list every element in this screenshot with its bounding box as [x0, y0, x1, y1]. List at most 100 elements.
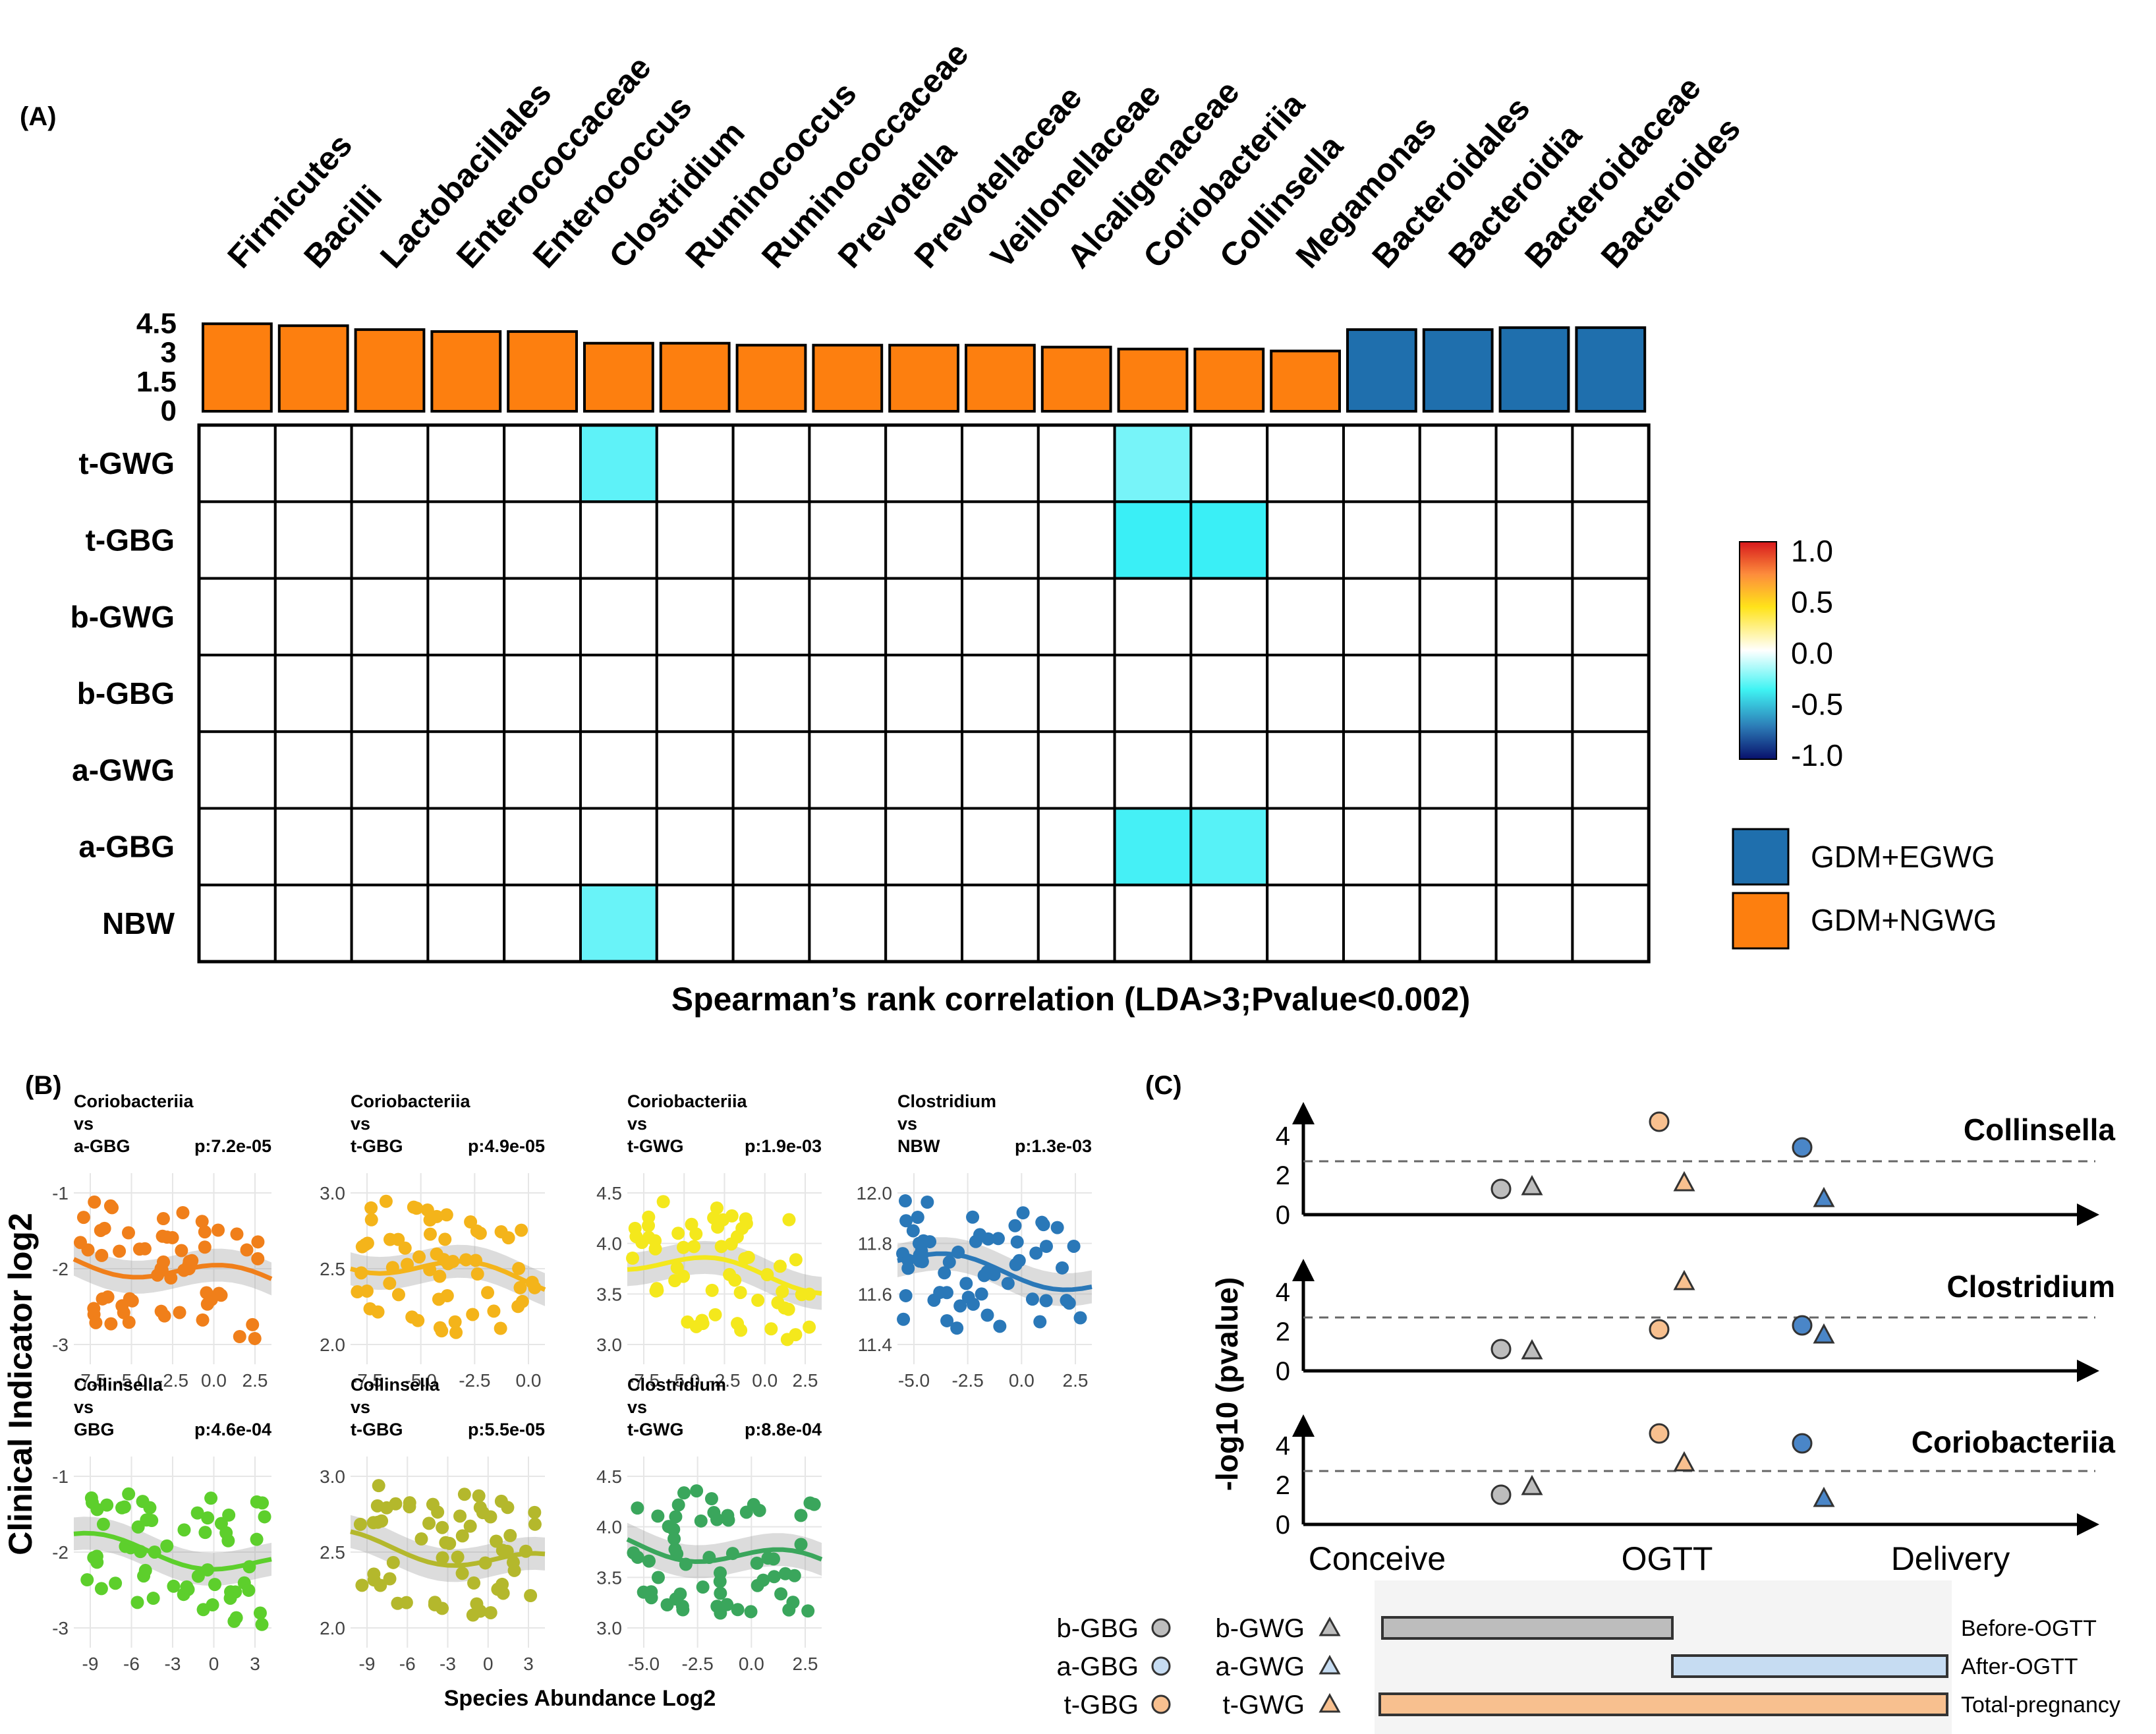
scatter-point: [476, 1506, 490, 1520]
scatter-point: [360, 1284, 374, 1298]
heatmap-cell-b-GWG-prevotellaceae: [884, 577, 963, 656]
heatmap-cell-b-GBG-clostridium: [579, 653, 658, 734]
scatter-y-tick: 3.5: [596, 1284, 622, 1304]
heatmap-cell-t-GBG-clostridium: [579, 500, 658, 580]
scatter-point: [977, 1269, 991, 1283]
scatter-point: [398, 1241, 412, 1255]
heatmap-cell-a-GWG-enterococcus: [503, 730, 582, 810]
scatter-point: [367, 1573, 381, 1587]
heatmap-cell-t-GBG-ruminococcus: [655, 500, 735, 580]
lda-bar-ruminococcaceae: [735, 343, 807, 413]
timeline-y-tick: 0: [1276, 1511, 1290, 1540]
scatter-point: [524, 1588, 538, 1602]
scatter-title-taxon: Coriobacteriia: [627, 1091, 748, 1111]
scatter-x-tick: -9: [82, 1654, 99, 1674]
heatmap-cell-a-GWG-prevotellaceae: [884, 730, 963, 810]
scatter-point: [222, 1508, 236, 1522]
heatmap-cell-b-GWG-coriobacteriia: [1113, 577, 1193, 656]
scatter-point: [76, 1211, 90, 1225]
scatter-y-tick: -3: [52, 1618, 69, 1638]
heatmap-cell-a-GBG-bacteroidales: [1342, 807, 1421, 886]
point-b-GBG: [1490, 1339, 1512, 1360]
scatter-point: [648, 1234, 662, 1248]
scatter-point: [372, 1479, 385, 1493]
scatter-point: [201, 1511, 215, 1525]
scatter-point: [696, 1580, 710, 1594]
heatmap-cell-t-GBG-collinsella: [1189, 500, 1269, 580]
heatmap-cell-t-GBG-enterococcaceae: [426, 500, 506, 580]
timeline-title: Coriobacteriia: [1912, 1425, 2116, 1459]
scatter-title-taxon: Collinsella: [74, 1375, 163, 1395]
legend-circle-label: b-GBG: [1057, 1614, 1139, 1643]
scatter-pvalue: p:1.9e-03: [745, 1136, 822, 1156]
heatmap-cell-NBW-coriobacteriia: [1113, 883, 1193, 964]
lda-bar-bacteroidia: [1422, 328, 1494, 413]
scatter-y-tick: 2.0: [320, 1335, 345, 1355]
period-label-total-pregnancy: Total-pregnancy: [1961, 1692, 2120, 1718]
heatmap-cell-a-GWG-collinsella: [1189, 730, 1269, 810]
group-legend: GDM+EGWG GDM+NGWG: [1732, 828, 1997, 950]
scatter-point: [122, 1487, 136, 1501]
scatter-point: [642, 1554, 656, 1568]
colorbar-tick-4: -1.0: [1791, 738, 1843, 772]
point-a-GWG: [1813, 1486, 1835, 1507]
panel-b-ylabel: Clinical Indicator log2: [2, 1213, 39, 1555]
scatter-point: [677, 1486, 691, 1500]
scatter-title-vs: vs: [74, 1397, 94, 1417]
scatter-x-tick: 2.5: [242, 1370, 268, 1391]
scatter-x-tick: 0.0: [752, 1370, 778, 1391]
scatter-point: [940, 1314, 954, 1327]
heatmap-cell-a-GWG-bacilli: [273, 730, 353, 810]
scatter-point: [383, 1232, 397, 1246]
point-a-GWG: [1813, 1186, 1835, 1207]
scatter-point: [255, 1617, 269, 1631]
heatmap-cell-t-GBG-lactobacillales: [350, 500, 430, 580]
heatmap-cell-b-GWG-bacteroidia: [1418, 577, 1498, 656]
heatmap-cell-NBW-ruminococcus: [655, 883, 735, 964]
scatter-point: [626, 1252, 640, 1265]
heatmap-cell-t-GWG-bacteroides: [1571, 424, 1651, 504]
scatter-point: [1012, 1254, 1026, 1267]
scatter-point: [731, 1317, 745, 1331]
heatmap-cell-b-GWG-bacteroidaceae: [1494, 577, 1574, 656]
scatter-trend-line: [350, 1259, 546, 1292]
legend-triangle-label: a-GWG: [1215, 1652, 1305, 1681]
legend-triangle-icon: [1319, 1654, 1341, 1675]
heatmap-cell-b-GBG-prevotella: [808, 653, 888, 734]
x-axis-arrow-icon: [2077, 1360, 2099, 1382]
scatter-point: [513, 1281, 527, 1294]
scatter-pvalue: p:4.6e-04: [194, 1420, 271, 1439]
heatmap-cell-NBW-enterococcaceae: [426, 883, 506, 964]
scatter-point: [1056, 1261, 1069, 1275]
lda-bars: [202, 322, 1647, 413]
heatmap-cell-NBW-prevotella: [808, 883, 888, 964]
period-bar-before-ogtt: [1381, 1616, 1674, 1640]
scatter-x-tick: -6: [123, 1654, 140, 1674]
heatmap-cell-b-GWG-ruminococcus: [655, 577, 735, 656]
scatter-point: [899, 1288, 913, 1302]
heatmap-cell-a-GWG-firmicutes: [198, 730, 277, 810]
heatmap-cell-b-GWG-ruminococcaceae: [731, 577, 811, 656]
scatter-point: [430, 1247, 443, 1261]
scatter-title-taxon: Collinsella: [351, 1375, 440, 1395]
scatter-point: [631, 1501, 644, 1515]
scatter-point: [157, 1309, 171, 1323]
scatter-point: [258, 1510, 271, 1524]
scatter-point: [714, 1586, 727, 1600]
scatter-confidence-band: [74, 1242, 271, 1296]
scatter-point: [721, 1509, 735, 1522]
scatter-point: [470, 1267, 484, 1281]
scatter-y-tick: 3.0: [596, 1335, 622, 1355]
heatmap-cell-b-GBG-bacteroidaceae: [1494, 653, 1574, 734]
lda-bar-clostridium: [583, 341, 654, 413]
scatter-point: [89, 1315, 103, 1329]
scatter-point: [464, 1215, 478, 1229]
point-a-GBG: [1792, 1137, 1813, 1158]
scatter-y-tick: 2.0: [320, 1618, 345, 1638]
scatter-point: [662, 1520, 675, 1534]
heatmap-cell-t-GWG-enterococcus: [503, 424, 582, 504]
scatter-point: [751, 1293, 765, 1307]
scatter-point: [751, 1578, 764, 1592]
row-label-nbw: NBW: [102, 906, 175, 940]
